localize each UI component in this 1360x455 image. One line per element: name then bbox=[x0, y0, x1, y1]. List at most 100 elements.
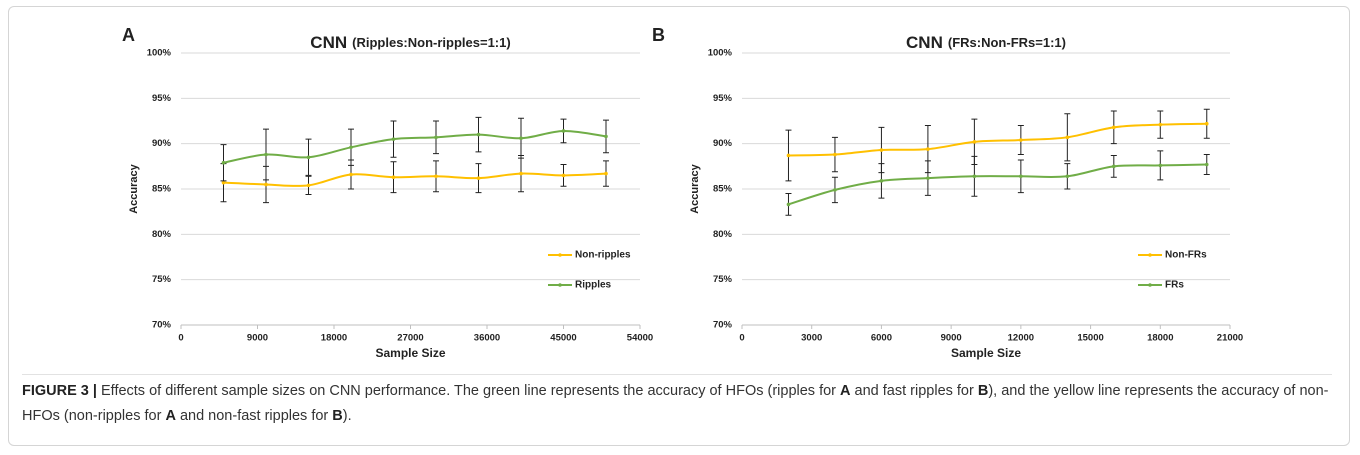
caption-text: ), and the yellow line represents the ac… bbox=[22, 383, 1329, 424]
caption: FIGURE 3 | Effects of different sample s… bbox=[22, 374, 1332, 429]
panel-label: A bbox=[122, 25, 135, 45]
point bbox=[476, 176, 481, 180]
caption-text: Effects of different sample sizes on CNN… bbox=[101, 383, 841, 399]
legend-marker bbox=[558, 253, 562, 257]
chart-title: CNN (Ripples:Non-ripples=1:1) bbox=[310, 33, 510, 52]
point bbox=[879, 179, 884, 183]
y-tick-label: 75% bbox=[152, 274, 172, 285]
point bbox=[561, 173, 566, 178]
x-tick-label: 36000 bbox=[474, 333, 500, 344]
series-line bbox=[223, 129, 607, 164]
point bbox=[786, 202, 791, 207]
point bbox=[972, 174, 977, 179]
point bbox=[349, 172, 353, 177]
point bbox=[264, 182, 268, 187]
y-tick-label: 70% bbox=[152, 320, 172, 331]
y-axis-label: Accuracy bbox=[689, 163, 701, 213]
point bbox=[264, 152, 268, 157]
x-tick-label: 21000 bbox=[1217, 333, 1243, 344]
point bbox=[519, 136, 523, 141]
legend-label: Ripples bbox=[575, 280, 612, 291]
legend-marker bbox=[1148, 253, 1152, 257]
x-tick-label: 54000 bbox=[627, 333, 653, 344]
x-tick-label: 27000 bbox=[397, 333, 423, 344]
caption-text: B bbox=[332, 408, 343, 424]
x-tick-label: 18000 bbox=[1147, 333, 1173, 344]
point bbox=[221, 180, 226, 185]
x-tick-label: 15000 bbox=[1077, 333, 1103, 344]
y-tick-label: 85% bbox=[152, 184, 172, 195]
title-main: CNN bbox=[310, 33, 347, 52]
x-axis-label: Sample Size bbox=[951, 346, 1021, 360]
x-tick-label: 3000 bbox=[801, 333, 822, 344]
charts: A CNN (Ripples:Non-ripples=1:1) 70% 75% 80% 85… bbox=[122, 25, 1243, 360]
legend-label: Non-ripples bbox=[575, 250, 631, 261]
point bbox=[604, 134, 608, 139]
legend-marker bbox=[558, 283, 562, 287]
x-axis-label: Sample Size bbox=[375, 346, 445, 360]
point bbox=[1112, 125, 1116, 130]
point bbox=[476, 132, 481, 137]
y-tick-label: 90% bbox=[152, 138, 172, 149]
y-tick-label: 100% bbox=[147, 48, 172, 59]
point bbox=[561, 129, 566, 133]
point bbox=[604, 171, 608, 176]
point bbox=[434, 135, 438, 140]
series-line bbox=[788, 163, 1207, 206]
point bbox=[221, 160, 226, 165]
x-tick-label: 0 bbox=[739, 333, 744, 344]
y-tick-label: 85% bbox=[713, 184, 733, 195]
point bbox=[306, 155, 311, 160]
figure-frame bbox=[8, 6, 1350, 446]
point bbox=[1204, 121, 1209, 126]
point bbox=[972, 140, 977, 144]
legend-label: FRs bbox=[1165, 280, 1184, 291]
x-tick-label: 6000 bbox=[871, 333, 892, 344]
x-tick-label: 12000 bbox=[1008, 333, 1034, 344]
series-line bbox=[223, 172, 607, 187]
point bbox=[1158, 163, 1163, 168]
point bbox=[391, 175, 396, 180]
point bbox=[434, 174, 438, 179]
point bbox=[786, 153, 791, 158]
y-tick-label: 100% bbox=[708, 48, 733, 59]
point bbox=[1019, 138, 1023, 142]
point bbox=[1065, 174, 1070, 179]
point bbox=[1204, 162, 1209, 167]
point bbox=[833, 188, 837, 192]
point bbox=[349, 145, 353, 150]
caption-text: ). bbox=[342, 408, 352, 424]
legend-marker bbox=[1148, 283, 1152, 287]
point bbox=[1158, 122, 1163, 127]
point bbox=[1019, 174, 1023, 179]
panel-label: B bbox=[652, 25, 665, 45]
point bbox=[519, 171, 523, 176]
legend-label: Non-FRs bbox=[1165, 250, 1207, 261]
point bbox=[833, 152, 837, 157]
y-tick-label: 80% bbox=[152, 229, 172, 240]
y-tick-label: 95% bbox=[152, 93, 172, 104]
series-line bbox=[788, 122, 1207, 157]
y-axis-label: Accuracy bbox=[128, 163, 140, 213]
point bbox=[926, 147, 930, 151]
point bbox=[1112, 164, 1116, 169]
point bbox=[879, 148, 884, 152]
x-tick-label: 0 bbox=[178, 333, 183, 344]
title-sub: (Ripples:Non-ripples=1:1) bbox=[352, 35, 511, 50]
title-sub: (FRs:Non-FRs=1:1) bbox=[948, 35, 1066, 50]
point bbox=[1065, 135, 1070, 140]
point bbox=[306, 183, 311, 188]
chart-title: CNN (FRs:Non-FRs=1:1) bbox=[906, 33, 1066, 52]
title-main: CNN bbox=[906, 33, 943, 52]
x-tick-label: 9000 bbox=[941, 333, 962, 344]
y-tick-label: 70% bbox=[713, 320, 733, 331]
caption-text: A bbox=[165, 408, 176, 424]
x-tick-label: 45000 bbox=[550, 333, 576, 344]
caption-text: and fast ripples for bbox=[850, 383, 978, 399]
caption-text: B bbox=[977, 383, 989, 399]
y-tick-label: 95% bbox=[713, 93, 733, 104]
x-tick-label: 9000 bbox=[247, 333, 268, 344]
x-tick-label: 18000 bbox=[321, 333, 347, 344]
point bbox=[391, 137, 396, 141]
